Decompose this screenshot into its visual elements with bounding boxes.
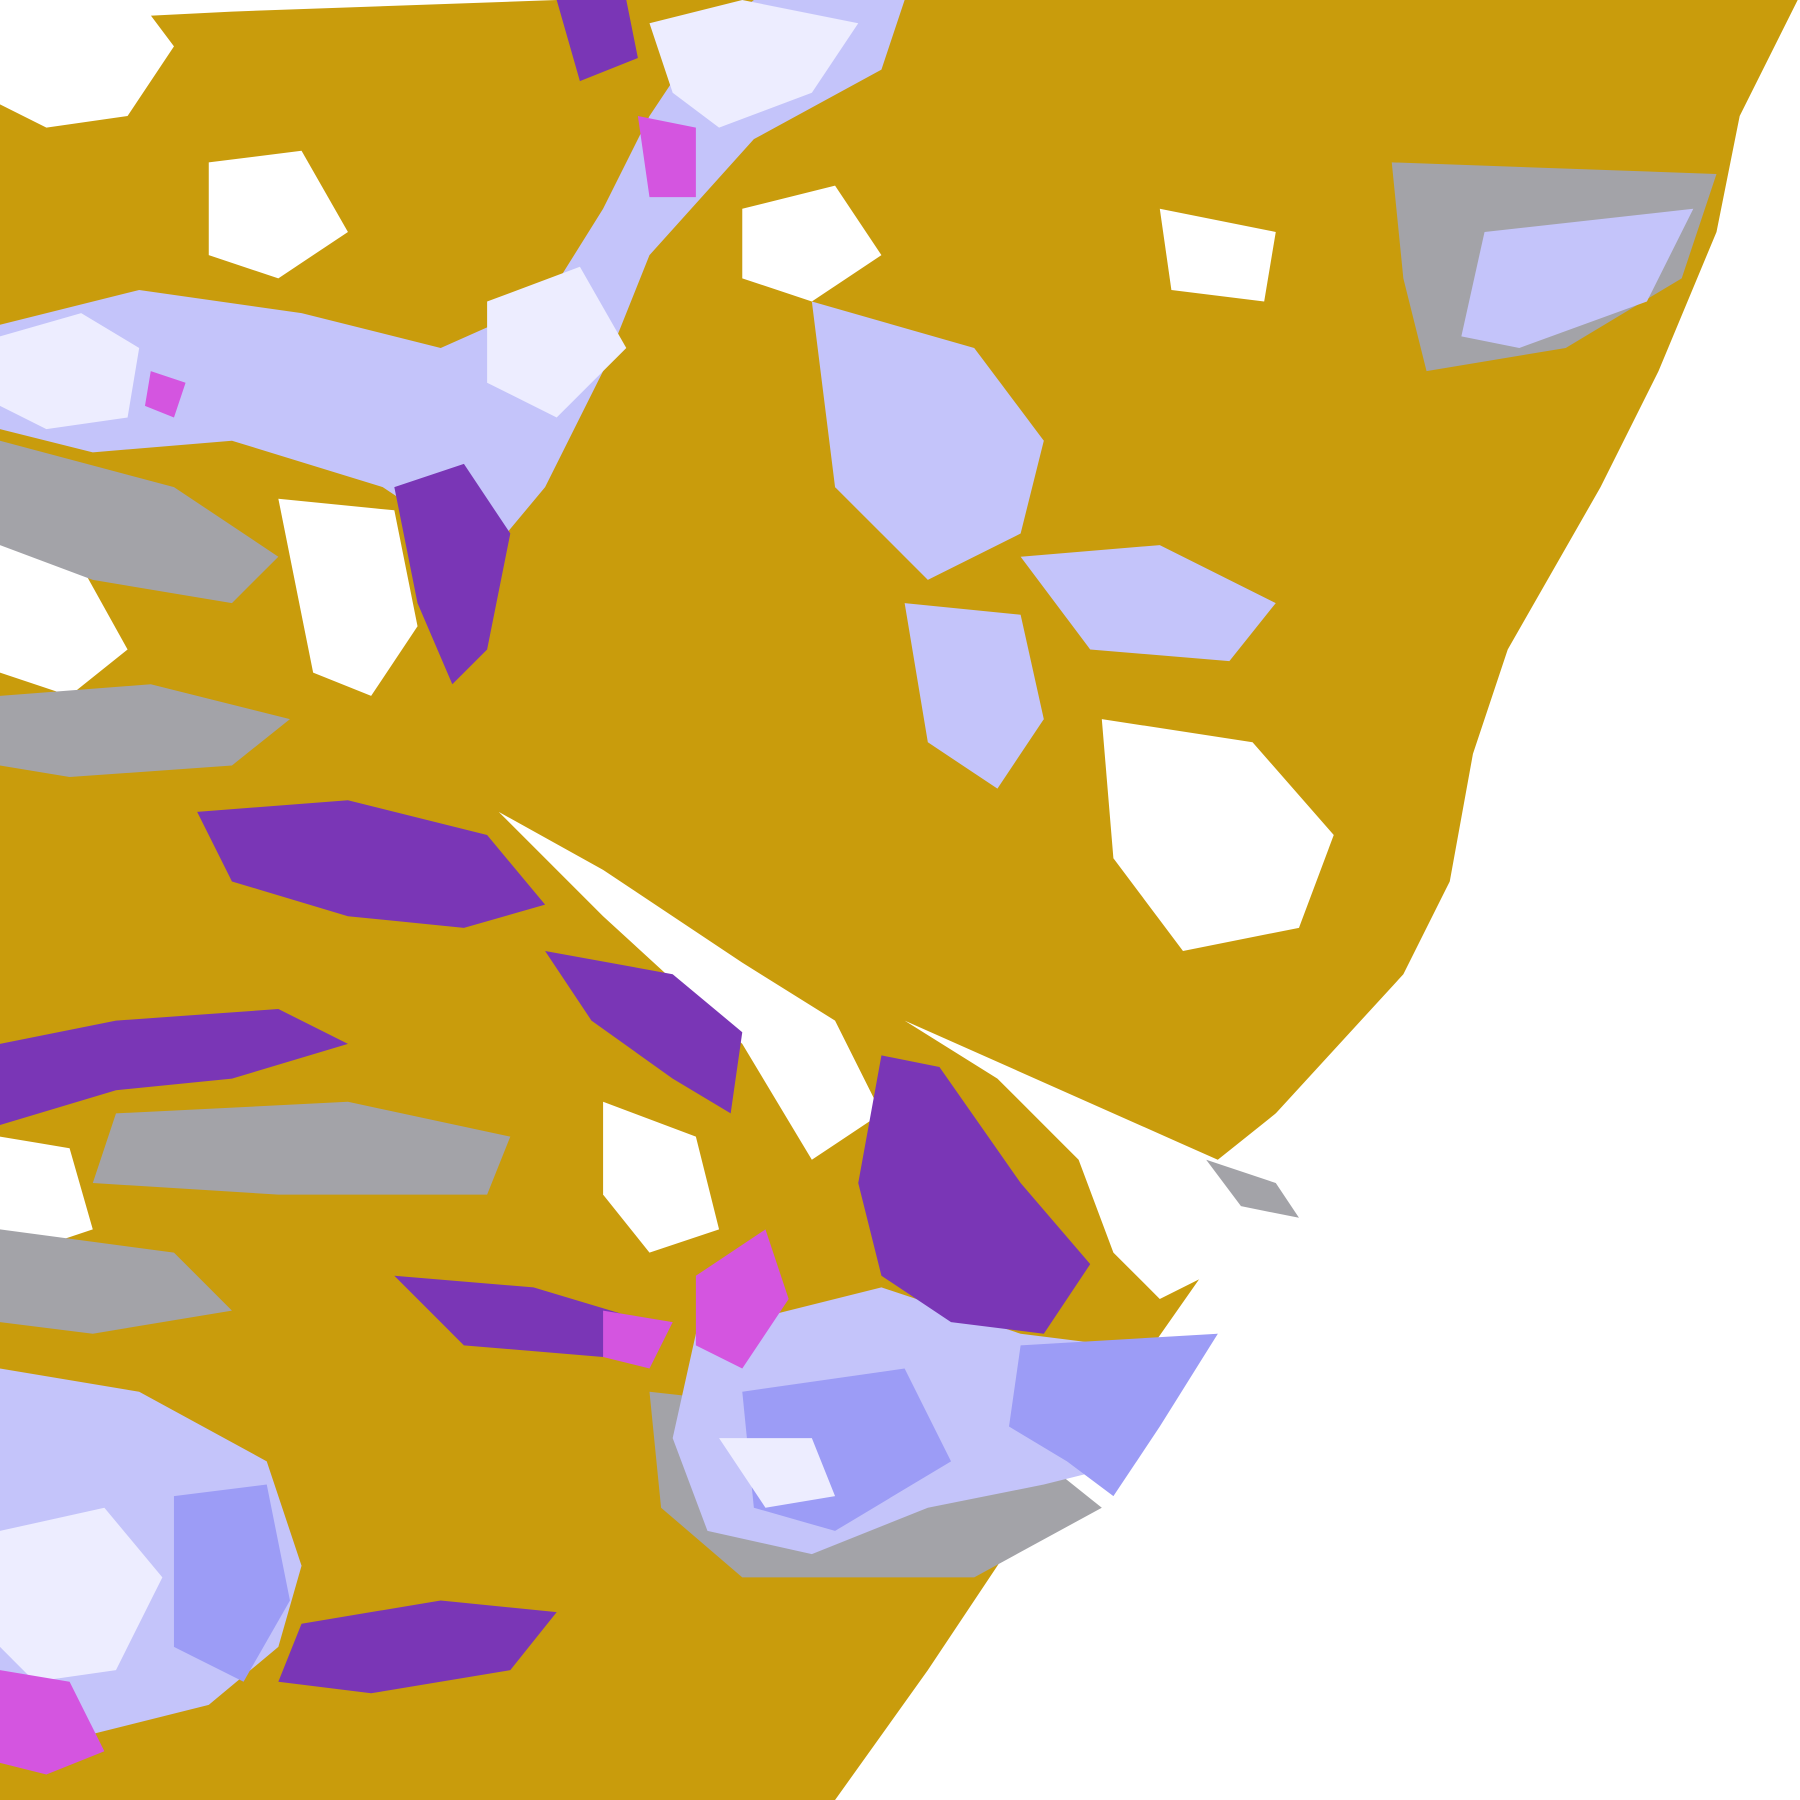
clear-sky-regions <box>0 0 1450 1299</box>
magenta-cloud-regions <box>0 115 789 1775</box>
purple-cloud-regions <box>0 0 1091 1694</box>
pale-cloud-regions <box>0 0 859 1682</box>
